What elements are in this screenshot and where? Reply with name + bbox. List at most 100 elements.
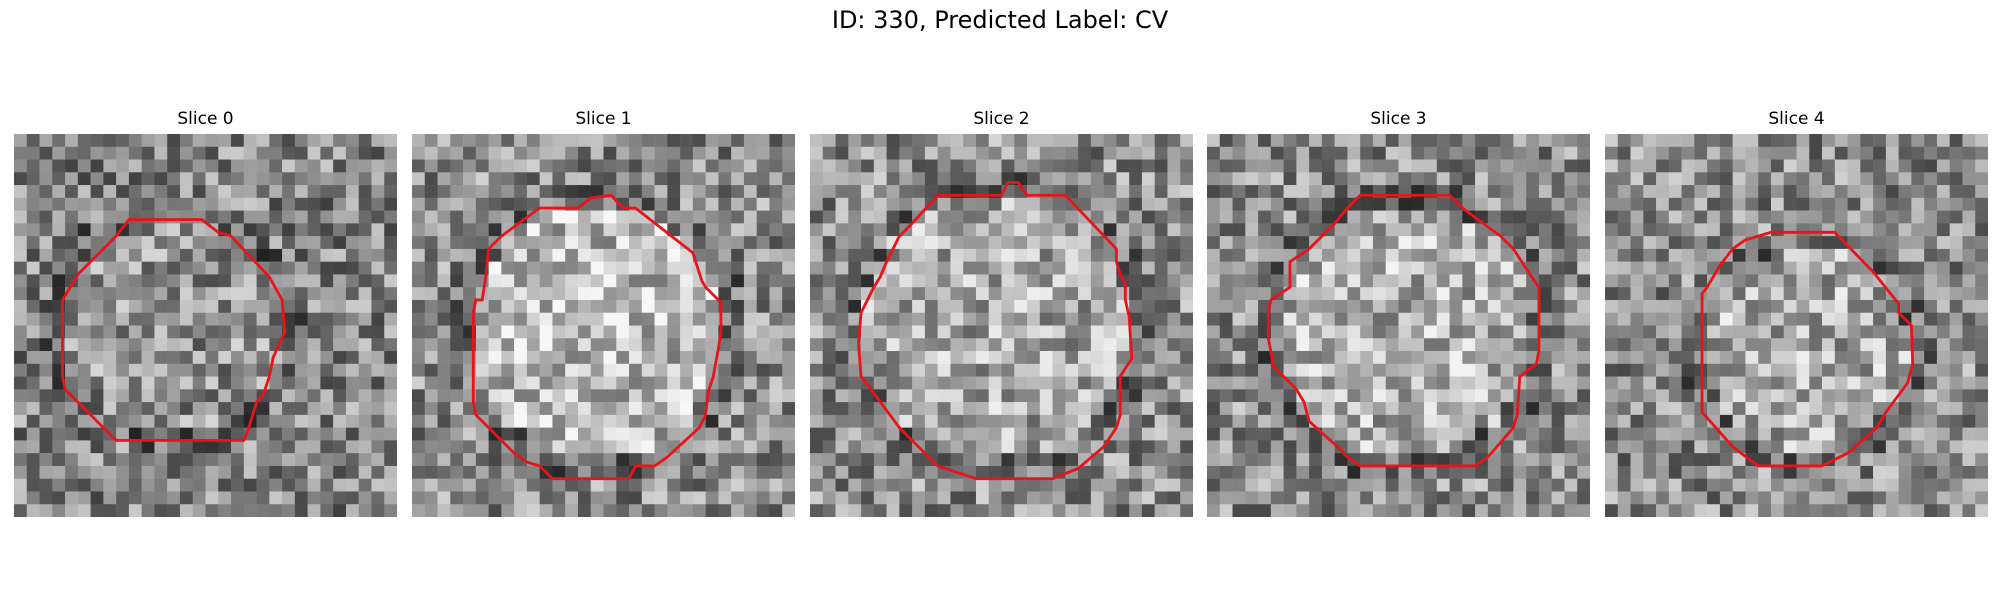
pixel	[1052, 261, 1066, 275]
pixel	[1334, 248, 1348, 262]
pixel	[141, 210, 155, 224]
pixel	[128, 389, 142, 403]
pixel	[424, 363, 438, 377]
pixel	[1732, 504, 1746, 517]
pixel	[218, 236, 232, 250]
pixel	[603, 236, 617, 250]
pixel	[577, 427, 591, 441]
pixel	[307, 172, 321, 186]
pixel	[1924, 261, 1938, 275]
pixel	[1732, 414, 1746, 428]
pixel	[358, 325, 372, 339]
pixel	[848, 312, 862, 326]
pixel	[667, 440, 681, 454]
pixel	[1052, 478, 1066, 492]
pixel	[950, 338, 964, 352]
pixel	[654, 351, 668, 365]
pixel	[756, 146, 770, 160]
pixel	[77, 478, 91, 492]
pixel	[1180, 351, 1193, 365]
pixel	[641, 376, 655, 390]
pixel	[1207, 478, 1221, 492]
pixel	[552, 478, 566, 492]
pixel	[1436, 504, 1450, 517]
pixel	[1630, 236, 1644, 250]
pixel	[616, 159, 630, 173]
pixel	[1770, 414, 1784, 428]
pixel	[345, 427, 359, 441]
pixel	[731, 389, 745, 403]
pixel	[629, 389, 643, 403]
pixel	[577, 491, 591, 505]
pixel	[231, 338, 245, 352]
pixel	[1770, 363, 1784, 377]
pixel	[1052, 172, 1066, 186]
pixel	[1564, 402, 1578, 416]
pixel	[1309, 351, 1323, 365]
pixel	[950, 402, 964, 416]
pixel	[141, 261, 155, 275]
pixel	[488, 287, 502, 301]
pixel	[1873, 376, 1887, 390]
pixel	[616, 376, 630, 390]
pixel	[1167, 363, 1181, 377]
pixel	[333, 363, 347, 377]
pixel	[1924, 172, 1938, 186]
pixel	[937, 261, 951, 275]
pixel	[526, 134, 540, 148]
pixel	[539, 274, 553, 288]
pixel	[1605, 440, 1619, 454]
pixel	[269, 465, 283, 479]
pixel	[835, 287, 849, 301]
pixel	[333, 236, 347, 250]
slice-panel-2: Slice 2	[810, 108, 1193, 517]
pixel	[463, 478, 477, 492]
pixel	[205, 287, 219, 301]
pixel	[1732, 427, 1746, 441]
pixel	[988, 376, 1002, 390]
slice-title-4: Slice 4	[1768, 109, 1825, 129]
pixel	[475, 453, 489, 467]
pixel	[1207, 376, 1221, 390]
pixel	[1975, 172, 1988, 186]
pixel	[963, 376, 977, 390]
pixel	[1834, 197, 1848, 211]
pixel	[743, 134, 757, 148]
pixel	[475, 146, 489, 160]
pixel	[692, 478, 706, 492]
pixel	[154, 478, 168, 492]
pixel	[810, 504, 824, 517]
pixel	[629, 299, 643, 313]
pixel	[1707, 172, 1721, 186]
pixel	[412, 427, 426, 441]
pixel	[1309, 465, 1323, 479]
pixel	[1334, 440, 1348, 454]
pixel	[1141, 185, 1155, 199]
pixel	[128, 414, 142, 428]
pixel	[1207, 146, 1221, 160]
pixel	[1681, 146, 1695, 160]
pixel	[65, 376, 79, 390]
pixel	[1014, 299, 1028, 313]
pixel	[450, 312, 464, 326]
pixel	[1809, 402, 1823, 416]
pixel	[1283, 414, 1297, 428]
pixel	[1605, 223, 1619, 237]
pixel	[77, 338, 91, 352]
pixel	[526, 159, 540, 173]
pixel	[65, 504, 79, 517]
pixel	[950, 504, 964, 517]
pixel	[475, 248, 489, 262]
pixel	[1834, 338, 1848, 352]
pixel	[1551, 453, 1565, 467]
pixel	[1436, 261, 1450, 275]
pixel	[358, 134, 372, 148]
pixel	[1707, 351, 1721, 365]
pixel	[1745, 223, 1759, 237]
pixel	[1372, 478, 1386, 492]
pixel	[1885, 172, 1899, 186]
pixel	[1564, 172, 1578, 186]
pixel	[307, 223, 321, 237]
pixel	[873, 248, 887, 262]
pixel	[103, 465, 117, 479]
